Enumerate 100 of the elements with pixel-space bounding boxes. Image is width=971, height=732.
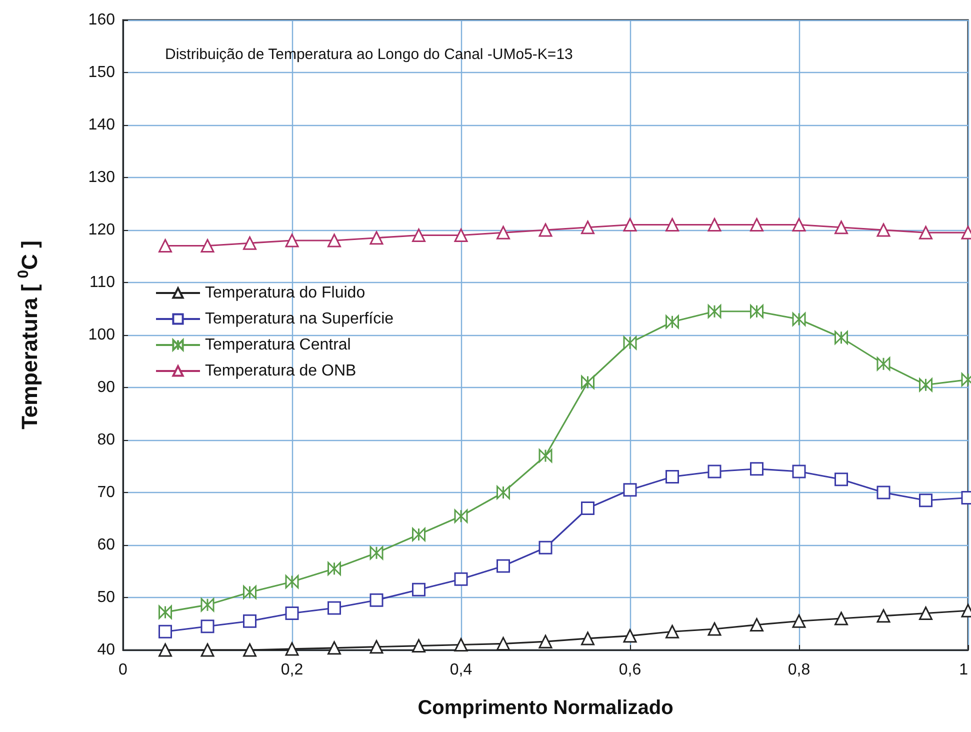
y-tick-label: 40 [97,642,116,658]
point [370,593,384,607]
point [370,546,384,560]
point [919,226,932,240]
x-tick-label: 0,6 [618,662,642,678]
point [538,223,552,237]
point [285,606,299,620]
point [876,486,890,500]
point [370,640,384,654]
y-tick-label: 100 [88,326,116,344]
x-tick-label: 0,8 [788,662,810,678]
point [243,614,256,628]
point [581,376,594,389]
point [200,239,214,252]
point [454,509,468,523]
point [538,634,552,648]
legend-label: Temperatura Central [205,336,351,354]
y-tick-label: 80 [97,432,116,448]
point [708,622,722,636]
point [496,636,510,650]
point [623,218,637,232]
y-tick-label: 90 [97,379,116,396]
point [412,528,426,542]
point [454,572,468,586]
point [834,472,848,486]
point [328,562,341,576]
point [919,606,932,620]
point [285,234,299,248]
point [412,639,426,653]
x-axis-title: Comprimento Normalizado [418,697,674,719]
point [538,540,552,554]
x-tick-label: 1 [959,662,968,678]
y-tick-label: 130 [88,169,116,186]
legend-label: Temperatura na Superfície [205,310,394,328]
point [666,624,679,638]
point [708,218,722,232]
text: Distribuição de Temperatura ao Longo do Canal -UMo5-K=13 [165,46,573,63]
y-axis-title: Temperatura [ 0C ] [15,240,42,430]
x-tick-label: 0,4 [450,662,472,678]
point [708,464,722,478]
point [623,336,637,350]
legend-label: Temperatura de ONB [205,362,356,380]
point [834,612,848,626]
y-tick-label: 120 [88,222,116,238]
point [792,312,806,326]
point [370,231,384,245]
point [666,218,679,232]
x-tick-label: 0,2 [280,662,304,678]
y-tick-label: 70 [97,484,116,501]
point [328,234,341,248]
point [496,226,510,240]
point [412,228,426,242]
point [876,223,890,237]
point [200,620,214,634]
point [158,605,172,619]
point [834,330,848,344]
x-tick-label: 0 [118,662,128,678]
point [200,643,214,657]
point [200,598,214,612]
point [454,228,468,242]
point [750,218,764,232]
point [158,239,172,252]
point [750,304,764,318]
point [792,218,806,232]
point [708,304,722,318]
point [834,220,848,234]
point [581,632,594,646]
point [750,618,764,632]
point [666,315,679,329]
point [538,449,552,462]
point [454,638,468,652]
point [792,464,806,478]
point [158,643,172,657]
point [328,601,341,615]
point [412,582,426,596]
point [243,586,256,599]
point [919,494,932,508]
legend-label: Temperatura do Fluido [205,284,366,302]
point [496,559,510,573]
point [876,609,890,623]
point [243,236,256,250]
point [581,220,594,234]
y-tick-label: 60 [97,536,116,554]
y-tick-label: 140 [88,116,116,134]
point [919,378,932,392]
point [792,614,806,628]
point [158,624,172,638]
point [581,502,594,515]
point [750,462,764,476]
y-tick-label: 160 [88,12,116,28]
point [285,642,299,656]
y-tick-label: 110 [89,274,116,291]
point [623,629,637,643]
point [243,643,256,657]
point [876,357,890,371]
point [328,641,341,655]
y-tick-label: 150 [88,64,116,81]
y-tick-label: 50 [97,589,116,606]
point [623,483,637,497]
point [496,486,510,500]
